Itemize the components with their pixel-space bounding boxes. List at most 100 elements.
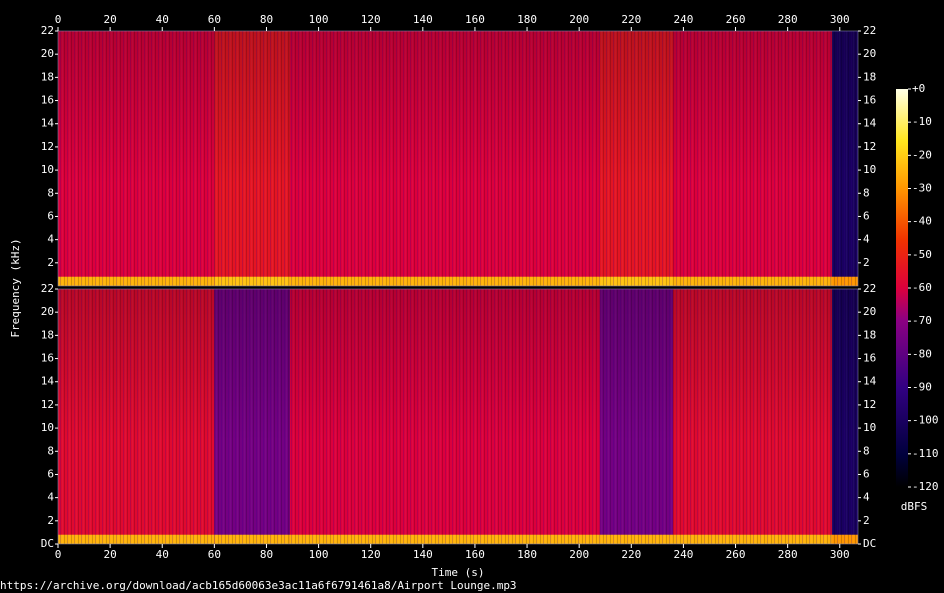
colorbar-tick-label: -80 — [912, 347, 932, 360]
y-tick-label: 20 — [863, 47, 876, 60]
x-tick-label: 200 — [569, 13, 589, 26]
x-tick-label: 60 — [208, 548, 221, 561]
y-tick-label: 18 — [863, 328, 876, 341]
x-tick-label: 160 — [465, 13, 485, 26]
x-tick-label: 300 — [830, 548, 850, 561]
colorbar — [896, 89, 908, 487]
x-tick-label: 80 — [260, 13, 273, 26]
x-tick-label: 280 — [778, 13, 798, 26]
y-tick-label: 8 — [863, 186, 870, 199]
y-tick-label: 2 — [47, 256, 54, 269]
y-tick-label: 10 — [863, 421, 876, 434]
y-tick-label: 22 — [863, 24, 876, 37]
x-tick-label: 60 — [208, 13, 221, 26]
y-tick-label: 8 — [863, 444, 870, 457]
y-tick-label: 8 — [47, 186, 54, 199]
colorbar-tick-label: -20 — [912, 148, 932, 161]
y-tick-label: 22 — [41, 24, 54, 37]
colorbar-tick-label: -10 — [912, 115, 932, 128]
y-tick-label: 2 — [863, 514, 870, 527]
y-tick-label: 6 — [863, 209, 870, 222]
x-tick-label: 280 — [778, 548, 798, 561]
y-axis-label: Frequency (kHz) — [9, 238, 22, 337]
y-tick-label: 18 — [41, 328, 54, 341]
colorbar-tick-label: -50 — [912, 248, 932, 261]
x-tick-label: 100 — [309, 548, 329, 561]
y-tick-label: 6 — [47, 467, 54, 480]
x-tick-label: 120 — [361, 13, 381, 26]
y-tick-label: 16 — [863, 352, 876, 365]
x-tick-label: 80 — [260, 548, 273, 561]
colorbar-tick-label: -90 — [912, 381, 932, 394]
x-tick-label: 120 — [361, 548, 381, 561]
x-tick-label: 0 — [55, 13, 62, 26]
y-tick-label: 20 — [41, 47, 54, 60]
y-tick-label: 2 — [863, 256, 870, 269]
x-tick-label: 40 — [156, 13, 169, 26]
x-tick-label: 200 — [569, 548, 589, 561]
x-tick-label: 0 — [55, 548, 62, 561]
y-tick-label: 12 — [863, 398, 876, 411]
colorbar-tick-label: -30 — [912, 182, 932, 195]
y-tick-label: 10 — [863, 163, 876, 176]
x-tick-label: 160 — [465, 548, 485, 561]
colorbar-label: dBFS — [901, 500, 928, 513]
texture — [58, 289, 858, 442]
y-tick-label: 14 — [41, 117, 55, 130]
y-tick-label: 6 — [863, 467, 870, 480]
x-tick-label: 20 — [103, 13, 116, 26]
x-tick-label: 140 — [413, 548, 433, 561]
x-tick-label: 20 — [103, 548, 116, 561]
y-tick-label: 20 — [41, 305, 54, 318]
y-tick-label: 2 — [47, 514, 54, 527]
y-tick-label: 4 — [863, 491, 870, 504]
texture — [58, 31, 858, 184]
colorbar-tick-label: -40 — [912, 215, 932, 228]
y-tick-label: 4 — [863, 233, 870, 246]
y-tick-label: 10 — [41, 163, 54, 176]
x-tick-label: 260 — [726, 548, 746, 561]
x-tick-label: 240 — [673, 13, 693, 26]
panel-frame — [57, 30, 859, 287]
plots — [57, 30, 859, 545]
x-tick-label: 40 — [156, 548, 169, 561]
x-tick-label: 300 — [830, 13, 850, 26]
x-tick-label: 240 — [673, 548, 693, 561]
y-tick-label: 22 — [41, 282, 54, 295]
y-tick-label: 16 — [41, 352, 54, 365]
y-tick-label: 12 — [863, 140, 876, 153]
y-tick-label: 14 — [863, 117, 877, 130]
y-tick-label: 4 — [47, 491, 54, 504]
x-tick-label: 220 — [621, 13, 641, 26]
y-tick-label: 10 — [41, 421, 54, 434]
y-tick-label: 16 — [41, 94, 54, 107]
x-tick-label: 100 — [309, 13, 329, 26]
y-tick-label: 16 — [863, 94, 876, 107]
y-tick-label: 18 — [41, 70, 54, 83]
y-tick-label: 8 — [47, 444, 54, 457]
colorbar-tick-label: -60 — [912, 281, 932, 294]
y-tick-label: 12 — [41, 140, 54, 153]
y-tick-label: 20 — [863, 305, 876, 318]
y-tick-label: DC — [863, 537, 876, 550]
x-tick-label: 140 — [413, 13, 433, 26]
y-tick-label: 18 — [863, 70, 876, 83]
x-tick-label: 260 — [726, 13, 746, 26]
y-tick-label: 12 — [41, 398, 54, 411]
y-tick-label: 22 — [863, 282, 876, 295]
x-tick-label: 220 — [621, 548, 641, 561]
panel-frame — [57, 288, 859, 545]
y-tick-label: 14 — [41, 375, 55, 388]
y-tick-label: DC — [41, 537, 54, 550]
colorbar-tick-label: -120 — [912, 480, 939, 493]
x-tick-label: 180 — [517, 548, 537, 561]
colorbar-tick-label: +0 — [912, 82, 925, 95]
colorbar-tick-label: -70 — [912, 314, 932, 327]
y-tick-label: 4 — [47, 233, 54, 246]
y-tick-label: 14 — [863, 375, 877, 388]
colorbar-tick-label: -110 — [912, 447, 939, 460]
source-url: https://archive.org/download/acb165d6006… — [0, 579, 517, 592]
y-tick-label: 6 — [47, 209, 54, 222]
